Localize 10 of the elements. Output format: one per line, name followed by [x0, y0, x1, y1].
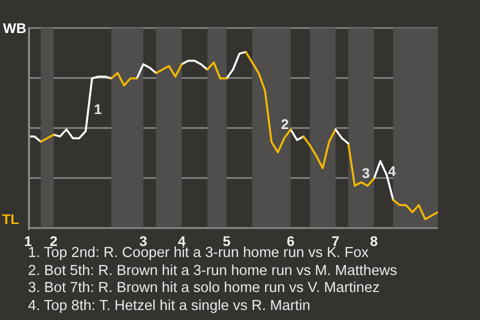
text: TL [2, 211, 20, 227]
annotation: 2 [281, 116, 289, 132]
annotation: 3 [362, 165, 370, 181]
text: 4. Top 8th: T. Hetzel hit a single vs R. Martin [28, 298, 312, 316]
text: WB [3, 20, 26, 36]
annotation: 4 [388, 163, 396, 179]
annotation: 1 [94, 101, 102, 117]
text: 2. Bot 5th: R. Brown hit a 3-run home run vs M. Matthews [28, 262, 398, 280]
x-tick-label: 8 [370, 232, 378, 249]
text: 3. Bot 7th: R. Brown hit a solo home run vs V. Martinez [28, 280, 381, 298]
